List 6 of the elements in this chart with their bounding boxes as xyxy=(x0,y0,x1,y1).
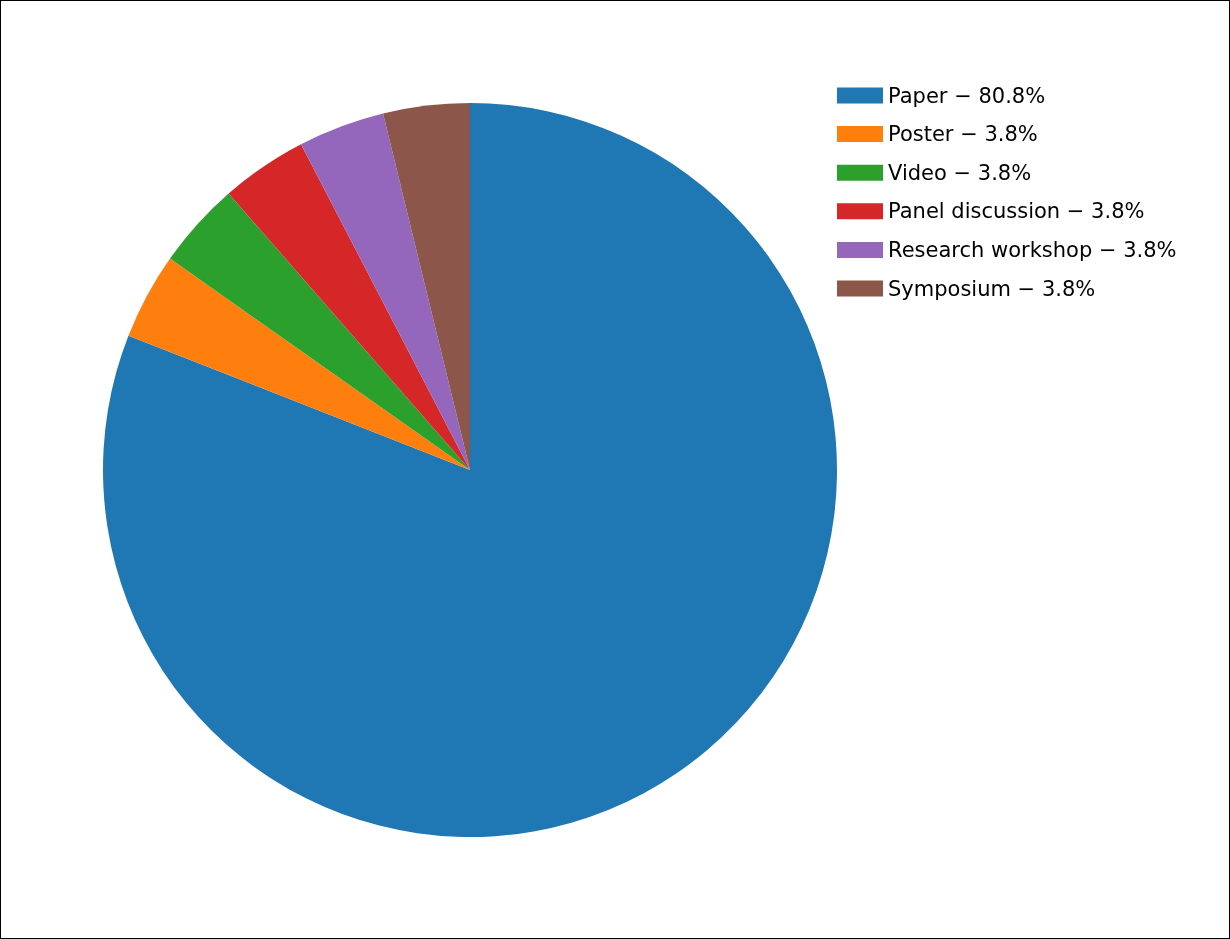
legend-label: Video − 3.8% xyxy=(888,160,1032,185)
legend-label: Panel discussion − 3.8% xyxy=(888,199,1145,224)
legend-label: Paper − 80.8% xyxy=(888,83,1046,108)
legend-label: Symposium − 3.8% xyxy=(888,276,1096,301)
legend-label: Research workshop − 3.8% xyxy=(888,237,1177,262)
legend-label: Poster − 3.8% xyxy=(888,122,1038,147)
